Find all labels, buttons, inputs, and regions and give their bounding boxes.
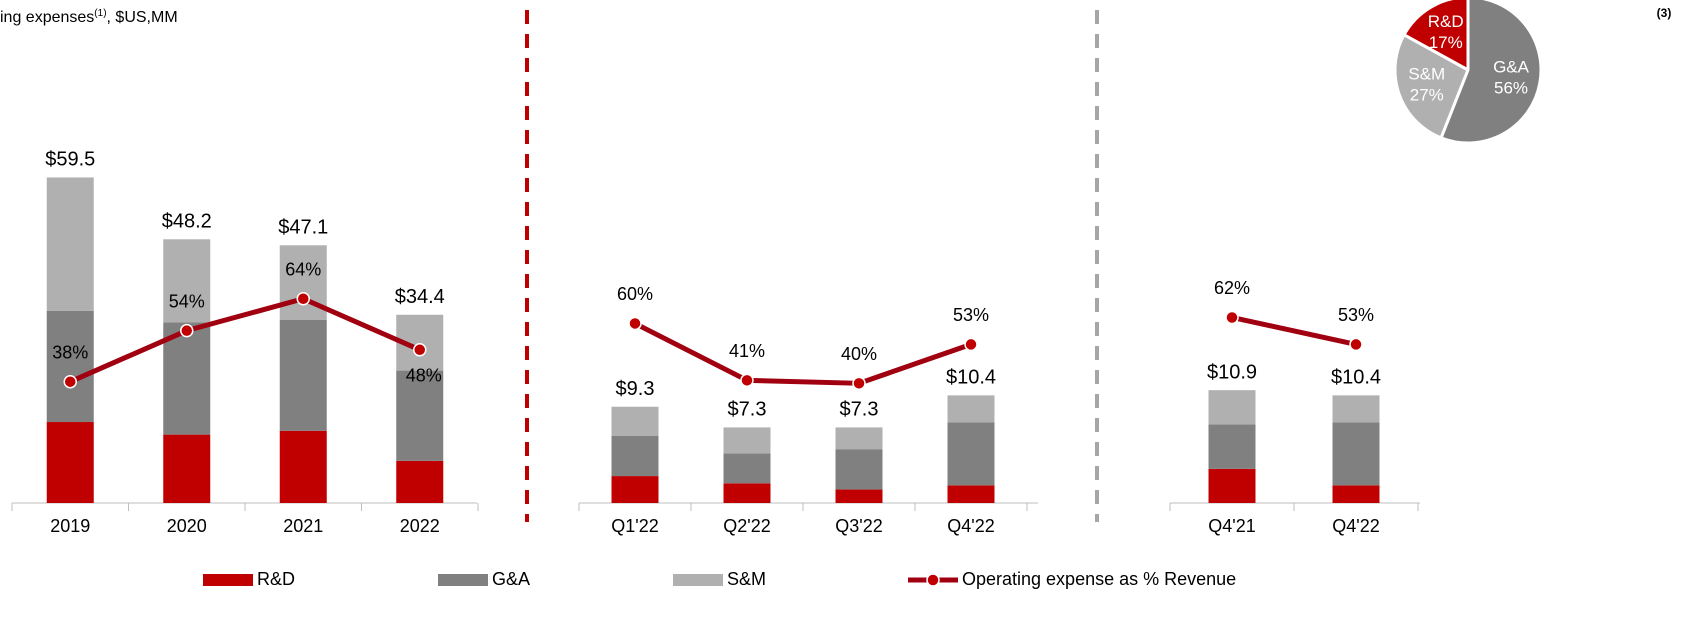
bar-segment <box>1332 422 1380 486</box>
bar-segment <box>163 434 211 503</box>
title-unit: , $US,MM <box>107 9 178 26</box>
total-label: $48.2 <box>162 211 212 233</box>
bar-segment <box>279 319 327 431</box>
ratio-label: 38% <box>52 342 88 362</box>
ratio-marker <box>413 343 427 357</box>
pie-category: S&M <box>1408 64 1445 83</box>
legend-swatch <box>203 574 253 586</box>
x-tick-label: Q4'22 <box>1332 516 1379 536</box>
ratio-label: 62% <box>1214 278 1250 298</box>
pie-value: 27% <box>1410 85 1444 104</box>
ratio-line <box>633 321 972 386</box>
total-label: $7.3 <box>840 399 879 421</box>
total-label: $34.4 <box>395 286 445 308</box>
bar-segment <box>723 483 771 503</box>
footnote-mark: (3) <box>1657 6 1672 20</box>
bar-segment <box>46 422 94 503</box>
ratio-label: 54% <box>169 291 205 311</box>
x-tick-label: Q2'22 <box>723 516 770 536</box>
pie-slice <box>1401 0 1470 73</box>
bar-segment <box>835 449 883 490</box>
legend-label: S&M <box>727 569 766 589</box>
pie-value: 56% <box>1494 79 1528 98</box>
bar-segment <box>835 489 883 503</box>
title-text: ing expenses <box>0 9 94 26</box>
bar-segment <box>1208 390 1256 425</box>
bar-segment <box>611 476 659 503</box>
ratio-marker <box>296 291 310 306</box>
x-tick-label: 2022 <box>400 516 440 536</box>
ratio-label: 53% <box>953 305 989 325</box>
x-tick-label: 2021 <box>283 516 323 536</box>
bar-segment <box>611 435 659 477</box>
total-label: $9.3 <box>616 378 655 400</box>
bar-segment <box>46 310 94 423</box>
legend-label: R&D <box>257 569 295 589</box>
bar-segment <box>396 460 444 503</box>
ratio-label: 41% <box>729 341 765 361</box>
bar-segment <box>1208 424 1256 469</box>
ratio-marker <box>740 373 754 388</box>
ratio-label: 40% <box>841 344 877 364</box>
bar-segment <box>279 430 327 503</box>
ratio-marker <box>180 323 194 338</box>
pie-category: G&A <box>1493 58 1530 77</box>
bar-segment <box>947 422 995 486</box>
bar-segment <box>947 485 995 503</box>
ratio-label: 60% <box>617 284 653 304</box>
total-label: $10.4 <box>946 367 996 389</box>
ratio-label: 53% <box>1338 305 1374 325</box>
ratio-line <box>69 296 421 385</box>
total-label: $7.3 <box>728 399 767 421</box>
bar-segment <box>163 322 211 435</box>
x-tick-label: Q4'21 <box>1208 516 1255 536</box>
ratio-marker <box>63 374 77 389</box>
bar-segment <box>723 427 771 454</box>
bar-segment <box>611 406 659 436</box>
bar-segment <box>163 239 211 323</box>
x-tick-label: Q4'22 <box>947 516 994 536</box>
ratio-label: 48% <box>406 366 442 386</box>
bar-segment <box>396 370 444 461</box>
total-label: $59.5 <box>45 149 95 171</box>
bar-segment <box>947 395 995 423</box>
legend-label: Operating expense as % Revenue <box>962 569 1236 589</box>
ratio-label: 64% <box>285 259 321 279</box>
legend-label: G&A <box>492 569 530 589</box>
total-label: $47.1 <box>278 217 328 239</box>
title-note: (1) <box>94 8 106 19</box>
ratio-marker <box>964 337 978 352</box>
ratio-marker <box>1225 310 1239 325</box>
bar-segment <box>835 427 883 450</box>
total-label: $10.4 <box>1331 367 1381 389</box>
total-label: $10.9 <box>1207 361 1257 383</box>
legend-swatch <box>673 574 723 586</box>
bar-segment <box>1332 485 1380 503</box>
bar-segment <box>46 177 94 311</box>
x-tick-label: Q1'22 <box>611 516 658 536</box>
ratio-line <box>1231 315 1357 347</box>
bar-segment <box>723 453 771 484</box>
pie-slice <box>1439 0 1543 145</box>
ratio-marker <box>1349 337 1363 352</box>
pie-category: R&D <box>1428 12 1464 31</box>
ratio-marker <box>852 376 866 391</box>
legend-swatch <box>438 574 488 586</box>
x-tick-label: Q3'22 <box>835 516 882 536</box>
ratio-marker <box>628 316 642 331</box>
pie-value: 17% <box>1429 33 1463 52</box>
bar-segment <box>1332 395 1380 423</box>
title: ing expenses(1), $US,MM <box>0 8 178 27</box>
x-tick-label: 2020 <box>167 516 207 536</box>
legend-marker <box>926 573 940 587</box>
bar-segment <box>1208 468 1256 503</box>
x-tick-label: 2019 <box>50 516 90 536</box>
